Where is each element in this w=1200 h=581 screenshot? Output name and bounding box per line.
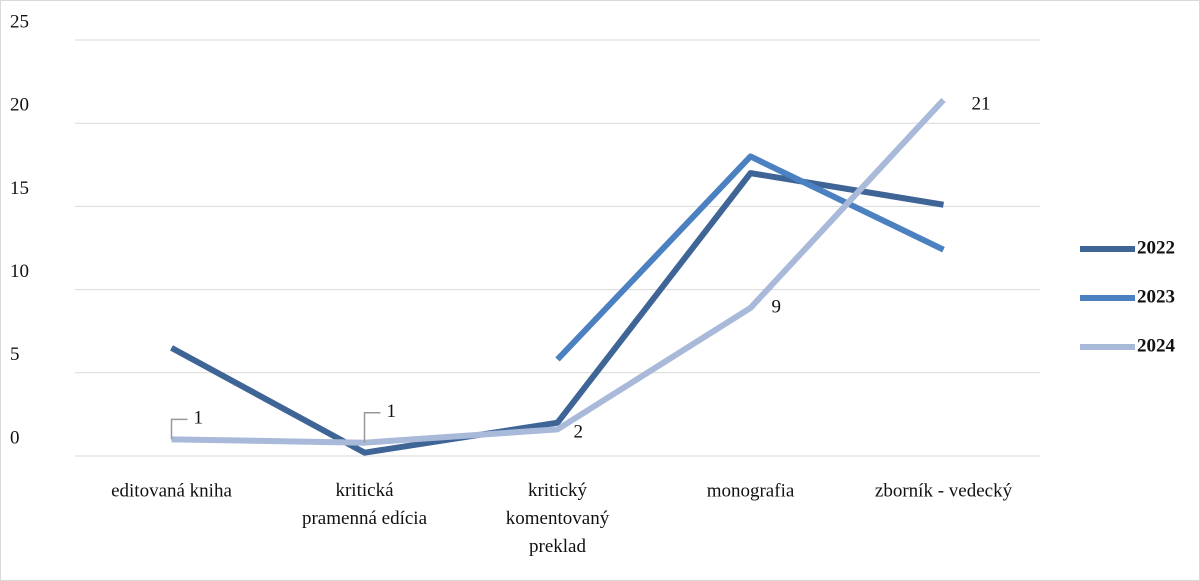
y-tick-label: 20 — [10, 95, 29, 116]
label-leader — [363, 411, 381, 443]
x-tick-label: editovaná kniha — [111, 480, 232, 501]
series-line — [555, 153, 945, 362]
data-label: 1 — [387, 401, 397, 422]
series-line — [171, 97, 946, 446]
x-tick-label: kritická pramenná edícia — [302, 480, 428, 529]
x-tick-label: kritický komentovaný preklad — [506, 480, 610, 557]
data-label: 2 — [574, 422, 584, 443]
data-label: 1 — [194, 408, 204, 429]
y-tick-label: 10 — [10, 261, 29, 282]
x-tick-label: zborník - vedecký — [875, 480, 1013, 501]
data-label: 9 — [772, 296, 782, 317]
y-tick-label: 15 — [10, 178, 29, 199]
y-tick-label: 25 — [10, 11, 29, 32]
legend-label: 2023 — [1137, 286, 1175, 307]
x-tick-label: monografia — [707, 480, 795, 501]
y-tick-label: 5 — [10, 344, 20, 365]
y-tick-label: 0 — [10, 427, 20, 448]
series-line — [170, 170, 944, 456]
data-label: 21 — [972, 93, 991, 114]
legend-label: 2022 — [1137, 237, 1175, 258]
label-leader — [170, 418, 188, 440]
legend-label: 2024 — [1137, 335, 1176, 356]
